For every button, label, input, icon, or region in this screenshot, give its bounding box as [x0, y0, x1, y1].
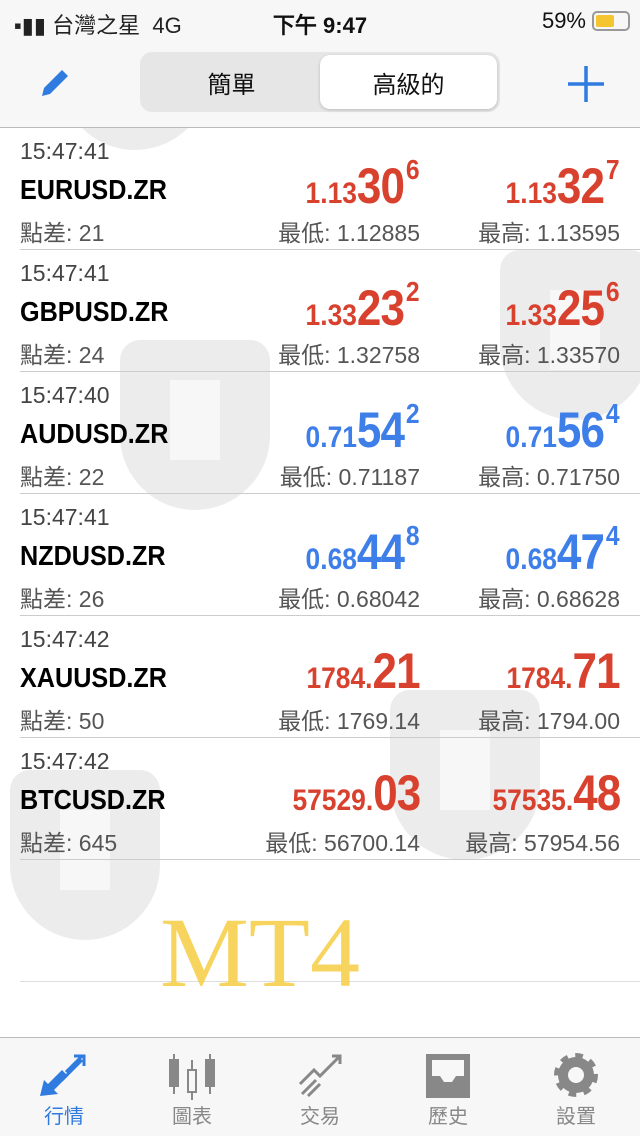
network: 4G [152, 13, 182, 38]
spread: 點差: 21 [20, 220, 105, 246]
quote-row[interactable]: 15:47:42 XAUUSD.ZR 點差: 50 1784.21 1784.71… [20, 616, 640, 738]
battery-percent: 59% [541, 8, 586, 33]
low-price: 最低: 1.12885 [278, 220, 420, 246]
tab-quotes[interactable]: 行情 [0, 1038, 128, 1136]
watermark-shield [10, 770, 160, 940]
tab-label: 圖表 [172, 1106, 212, 1128]
tab-label: 歷史 [428, 1106, 468, 1128]
battery-icon [592, 11, 630, 31]
tab-label: 行情 [44, 1106, 84, 1128]
ask-price: 1.33256 [505, 276, 620, 336]
low-price: 最低: 0.68042 [278, 586, 420, 612]
tab-label: 設置 [556, 1106, 596, 1128]
inbox-icon [426, 1054, 470, 1098]
quote-row[interactable]: 15:47:42 BTCUSD.ZR 點差: 645 57529.03 57535… [20, 738, 640, 860]
ask-price: 0.68474 [505, 520, 620, 580]
ask-price: 1.13327 [505, 154, 620, 214]
low-price: 最低: 1.32758 [278, 342, 420, 368]
segment-simple[interactable]: 簡單 [207, 71, 256, 99]
view-mode-segmented-control: 簡單 高級的 [140, 52, 500, 112]
quote-row[interactable]: 15:47:41 EURUSD.ZR 點差: 21 1.13306 1.13327… [20, 128, 640, 250]
tab-bar: 行情 圖表 交易 歷史 設置 [0, 1037, 640, 1136]
quote-time: 15:47:42 [20, 748, 110, 774]
mt4-watermark: MT4 [160, 897, 360, 1008]
quote-time: 15:47:41 [20, 260, 110, 286]
quote-row[interactable]: 15:47:41 NZDUSD.ZR 點差: 26 0.68448 0.68474… [20, 494, 640, 616]
clock: 下午 9:47 [272, 13, 368, 38]
quote-time: 15:47:41 [20, 504, 110, 530]
symbol-name: AUDUSD.ZR [20, 418, 169, 449]
status-bar: ▪▮▮ 台灣之星 4G 下午 9:47 59% [0, 0, 640, 42]
bid-price: 57529.03 [292, 765, 421, 821]
divider [20, 981, 640, 982]
symbol-name: XAUUSD.ZR [20, 662, 168, 693]
low-price: 最低: 0.71187 [279, 464, 420, 490]
quote-row[interactable]: 15:47:41 GBPUSD.ZR 點差: 24 1.33232 1.33256… [20, 250, 640, 372]
tab-settings[interactable]: 設置 [512, 1038, 640, 1136]
watermark-shield [500, 250, 640, 420]
symbol-name: GBPUSD.ZR [20, 296, 169, 327]
low-price: 最低: 56700.14 [265, 830, 420, 856]
quote-row[interactable]: 15:47:40 AUDUSD.ZR 點差: 22 0.71542 0.71564… [20, 372, 640, 494]
tab-history[interactable]: 歷史 [384, 1038, 512, 1136]
trade-icon [298, 1054, 342, 1098]
symbol-name: BTCUSD.ZR [20, 784, 166, 815]
high-price: 最高: 0.68628 [478, 586, 620, 612]
quote-time: 15:47:41 [20, 138, 110, 164]
tab-trade[interactable]: 交易 [256, 1038, 384, 1136]
high-price: 最高: 1.33570 [478, 342, 620, 368]
quote-time: 15:47:40 [20, 382, 110, 408]
segment-advanced[interactable]: 高級的 [320, 55, 497, 109]
bid-price: 1.13306 [305, 154, 420, 214]
bid-price: 0.68448 [305, 520, 420, 580]
spread: 點差: 24 [20, 342, 105, 368]
high-price: 最高: 57954.56 [465, 830, 620, 856]
watermark-shield [120, 340, 270, 510]
spread: 點差: 50 [20, 708, 105, 734]
ask-price: 57535.48 [492, 765, 621, 821]
add-symbol-icon[interactable] [566, 64, 606, 104]
high-price: 最高: 1794.00 [478, 708, 620, 734]
bid-price: 1.33232 [305, 276, 420, 336]
carrier: 台灣之星 [52, 13, 141, 38]
low-price: 最低: 1769.14 [278, 708, 420, 734]
watermark-shield [390, 690, 540, 860]
signal-icon: ▪▮▮ [14, 13, 47, 38]
tab-charts[interactable]: 圖表 [128, 1038, 256, 1136]
bid-price: 0.71542 [305, 398, 420, 458]
high-price: 最高: 0.71750 [478, 464, 620, 490]
quotes-arrows-icon [40, 1054, 86, 1096]
bid-price: 1784.21 [306, 643, 421, 699]
ask-price: 1784.71 [506, 643, 621, 699]
symbol-name: EURUSD.ZR [20, 174, 168, 205]
tab-label: 交易 [300, 1106, 340, 1128]
gear-icon [554, 1053, 598, 1097]
symbol-name: NZDUSD.ZR [20, 540, 166, 571]
spread: 點差: 26 [20, 586, 105, 612]
quote-time: 15:47:42 [20, 626, 110, 652]
high-price: 最高: 1.13595 [478, 220, 620, 246]
edit-pencil-icon[interactable] [34, 64, 74, 104]
spread: 點差: 645 [20, 830, 118, 856]
candlestick-icon [169, 1054, 215, 1100]
ask-price: 0.71564 [505, 398, 620, 458]
header: 簡單 高級的 [0, 42, 640, 128]
spread: 點差: 22 [20, 464, 105, 490]
